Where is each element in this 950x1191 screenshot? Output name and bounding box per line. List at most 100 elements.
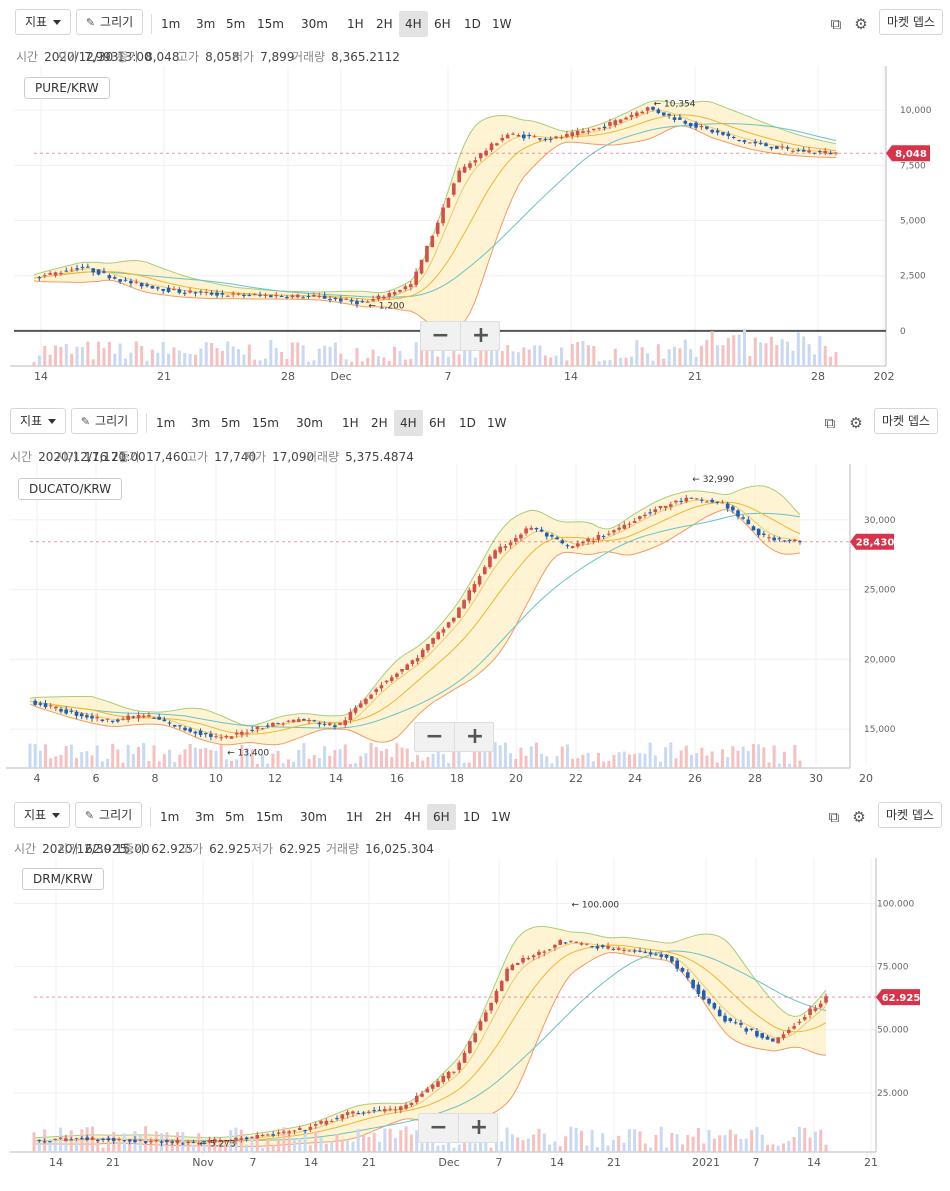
info-2: 종가 17,460: [118, 448, 188, 465]
gear-icon[interactable]: ⚙: [852, 808, 866, 826]
external-link-icon[interactable]: ⧉: [828, 808, 840, 826]
timeframe-1d[interactable]: 1D: [459, 416, 476, 430]
timeframe-30m[interactable]: 30m: [296, 416, 323, 430]
indicator-button[interactable]: 지표: [15, 9, 71, 35]
market-depth-button[interactable]: 마켓 뎁스: [878, 802, 942, 828]
volume-bar: [44, 744, 48, 768]
candle-body: [172, 724, 177, 727]
x-tick-label: 14: [807, 1156, 821, 1169]
volume-bar: [726, 756, 730, 768]
candle-body: [247, 294, 252, 296]
timeframe-3m[interactable]: 3m: [196, 17, 216, 31]
timeframe-3m[interactable]: 3m: [195, 810, 215, 824]
timeframe-15m[interactable]: 15m: [256, 810, 283, 824]
market-depth-button[interactable]: 마켓 뎁스: [874, 408, 938, 434]
zoom-out-button[interactable]: −: [421, 322, 461, 350]
candle-body: [209, 733, 213, 737]
candle-body: [150, 285, 155, 289]
chart-svg[interactable]: ← 32,990 ← 13,400 30,000 25,000 20,000 15,000…: [0, 464, 950, 792]
candle-body: [365, 301, 370, 303]
candle-body: [59, 709, 63, 712]
gear-icon[interactable]: ⚙: [854, 15, 868, 33]
indicator-button[interactable]: 지표: [14, 802, 70, 828]
timeframe-6h[interactable]: 6H: [434, 17, 451, 31]
timeframe-1w[interactable]: 1W: [487, 416, 507, 430]
timeframe-1h[interactable]: 1H: [342, 416, 359, 430]
timeframe-1h[interactable]: 1H: [347, 17, 364, 31]
zoom-in-button[interactable]: +: [471, 323, 491, 348]
timeframe-30m[interactable]: 30m: [301, 17, 328, 31]
chart-svg[interactable]: ← 100.000 ← 5.273 100.000 75.000 50.000 25.00…: [0, 858, 950, 1191]
zoom-in-button[interactable]: +: [469, 1115, 489, 1140]
volume-bar: [354, 762, 358, 768]
timeframe-1m[interactable]: 1m: [156, 416, 176, 430]
timeframe-1w[interactable]: 1W: [491, 810, 511, 824]
market-depth-button[interactable]: 마켓 뎁스: [879, 9, 943, 35]
zoom-out-button[interactable]: −: [419, 1114, 459, 1142]
draw-button[interactable]: ✎ 그리기: [75, 802, 142, 828]
timeframe-2h[interactable]: 2H: [375, 810, 392, 824]
timeframe-6h[interactable]: 6H: [427, 804, 456, 830]
timeframe-1w[interactable]: 1W: [492, 17, 512, 31]
timeframe-4h[interactable]: 4H: [394, 410, 423, 436]
timeframe-15m[interactable]: 15m: [252, 416, 279, 430]
info-value: 17,740: [214, 450, 257, 464]
draw-button[interactable]: ✎ 그리기: [71, 408, 138, 434]
chart-svg[interactable]: ← 10,354 ← 1,200 10,000 7,500 5,000 2,500 0 14 2…: [0, 66, 950, 392]
volume-bar: [553, 1141, 557, 1152]
timeframe-2h[interactable]: 2H: [376, 17, 393, 31]
zoom-out-button[interactable]: −: [415, 723, 455, 751]
volume-bar: [204, 748, 208, 768]
volume-bar: [526, 1138, 530, 1152]
candle-body: [430, 235, 435, 248]
candle-body: [563, 942, 568, 944]
chart-area[interactable]: ← 10,354 ← 1,200 10,000 7,500 5,000 2,500 0 14 2…: [0, 66, 950, 392]
external-link-icon[interactable]: ⧉: [830, 15, 842, 33]
volume-bar: [446, 356, 450, 366]
timeframe-2h[interactable]: 2H: [371, 416, 388, 430]
timeframe-1m[interactable]: 1m: [160, 810, 180, 824]
timeframe-15m[interactable]: 15m: [257, 17, 284, 31]
timeframe-1d[interactable]: 1D: [463, 810, 480, 824]
zoom-in-button[interactable]: +: [465, 724, 485, 749]
chart-area[interactable]: ← 100.000 ← 5.273 100.000 75.000 50.000 25.00…: [0, 858, 950, 1191]
timeframe-1h[interactable]: 1H: [346, 810, 363, 824]
gear-icon[interactable]: ⚙: [849, 414, 863, 432]
candle-body: [664, 954, 669, 958]
timeframe-30m[interactable]: 30m: [300, 810, 327, 824]
candle-body: [322, 295, 327, 299]
info-label: 고가: [181, 842, 204, 856]
candle-body: [389, 677, 394, 682]
candle-body: [823, 150, 828, 154]
candle-body: [705, 501, 709, 503]
volume-bar: [629, 356, 633, 366]
candle-body: [37, 1139, 42, 1141]
external-link-icon[interactable]: ⧉: [824, 414, 836, 432]
candle-body: [755, 1031, 759, 1037]
indicator-button[interactable]: 지표: [10, 408, 66, 434]
timeframe-1m[interactable]: 1m: [161, 17, 181, 31]
draw-button[interactable]: ✎ 그리기: [76, 9, 143, 35]
timeframe-1d[interactable]: 1D: [464, 17, 481, 31]
volume-bar: [369, 742, 373, 768]
timeframe-5m[interactable]: 5m: [226, 17, 246, 31]
x-tick-label: 6: [93, 772, 100, 785]
candle-body: [565, 133, 569, 137]
candle-body: [643, 514, 647, 517]
candle-body: [691, 979, 695, 988]
timeframe-5m[interactable]: 5m: [225, 810, 245, 824]
volume-bar: [721, 345, 725, 366]
volume-bar: [611, 1140, 615, 1152]
timeframe-4h[interactable]: 4H: [404, 810, 421, 824]
timeframe-6h[interactable]: 6H: [429, 416, 446, 430]
timeframe-4h[interactable]: 4H: [399, 11, 428, 37]
volume-bar: [400, 747, 404, 768]
volume-bar: [173, 762, 177, 768]
volume-bar: [359, 756, 363, 768]
chart-area[interactable]: ← 32,990 ← 13,400 30,000 25,000 20,000 15,000…: [0, 464, 950, 792]
timeframe-3m[interactable]: 3m: [191, 416, 211, 430]
candle-body: [532, 136, 537, 138]
candle-body: [553, 944, 557, 948]
volume-bar: [235, 759, 239, 768]
timeframe-5m[interactable]: 5m: [221, 416, 241, 430]
